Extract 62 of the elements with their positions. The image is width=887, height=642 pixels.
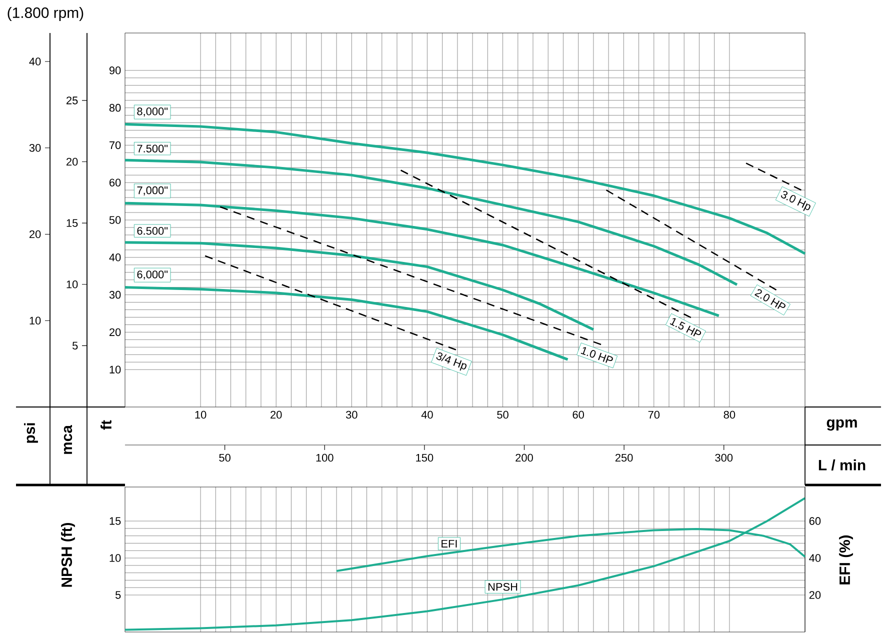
series-label: 7.500" <box>137 144 168 152</box>
y-tick-label: 10 <box>110 366 121 374</box>
y-tick-label: 70 <box>110 141 121 150</box>
y-tick-label: 40 <box>109 254 121 262</box>
line-series <box>124 497 806 631</box>
y2-tick-label: 25 <box>66 96 78 104</box>
text: 3/4 Hp <box>436 352 467 371</box>
x2-axis-title: L / min <box>818 459 866 471</box>
y2-tick-label: 40 <box>809 554 821 562</box>
x2-tick-label: 100 <box>316 454 334 462</box>
x-tick-label: 70 <box>648 410 660 419</box>
y-axis-title: ft <box>100 420 112 430</box>
y-tick-label: 20 <box>110 328 121 336</box>
x2-tick-label: 250 <box>615 454 633 462</box>
y-tick-label: 90 <box>109 66 121 74</box>
y-tick-label: 80 <box>109 104 121 112</box>
x2-tick-label: 150 <box>416 454 434 462</box>
y2-tick-label: 20 <box>66 158 78 166</box>
chart-title: (1.800 rpm) <box>8 7 84 21</box>
x-tick-label: 80 <box>724 410 736 419</box>
text: 1.0 HP <box>580 347 613 363</box>
y3-tick-label: 10 <box>30 316 41 325</box>
series-label: NPSH <box>488 583 518 591</box>
x-tick-label: 10 <box>195 410 206 419</box>
y-tick-label: 5 <box>115 591 121 599</box>
y2-tick-label: 15 <box>66 219 78 227</box>
y3-tick-label: 40 <box>29 58 41 66</box>
y-axis-title: NPSH (ft) <box>61 522 75 587</box>
y-tick-label: 30 <box>109 290 121 299</box>
line-series <box>124 158 738 286</box>
y2-axis-title: mca <box>64 424 72 454</box>
text: 3.0 Hp <box>781 190 810 212</box>
x2-tick-label: 200 <box>516 454 533 462</box>
text: 2.0 HP <box>754 289 786 309</box>
y3-axis-title: psi <box>24 423 38 443</box>
series-label: 8,000" <box>137 108 168 117</box>
x2-tick-label: 300 <box>715 454 733 462</box>
y2-tick-label: 60 <box>809 517 821 525</box>
x-tick-label: 30 <box>346 410 358 419</box>
line-series <box>124 202 720 318</box>
x-tick-label: 40 <box>421 410 433 419</box>
y-tick-label: 15 <box>110 517 121 525</box>
y-tick-label: 10 <box>110 554 121 562</box>
x2-tick-label: 50 <box>219 454 230 462</box>
x-axis-title: gpm <box>826 419 857 431</box>
series-label: EFI <box>442 540 457 548</box>
series-label: 6,000" <box>137 270 168 280</box>
series-label: 6.500" <box>137 226 168 235</box>
y2-tick-label: 5 <box>72 342 78 350</box>
y3-tick-label: 30 <box>29 144 41 152</box>
y2-tick-label: 20 <box>809 591 821 599</box>
series-label: 7,000" <box>137 186 168 196</box>
y2-axis-title: EFI (%) <box>839 535 853 584</box>
x-tick-label: 50 <box>497 410 508 419</box>
x-tick-label: 20 <box>270 410 282 419</box>
text: 1.5 HP <box>670 318 702 336</box>
y-tick-label: 60 <box>110 178 121 186</box>
line-series <box>124 241 595 331</box>
y-tick-label: 50 <box>109 216 121 224</box>
x-tick-label: 60 <box>572 410 584 419</box>
y2-tick-label: 10 <box>66 280 78 288</box>
y3-tick-label: 20 <box>30 230 41 238</box>
